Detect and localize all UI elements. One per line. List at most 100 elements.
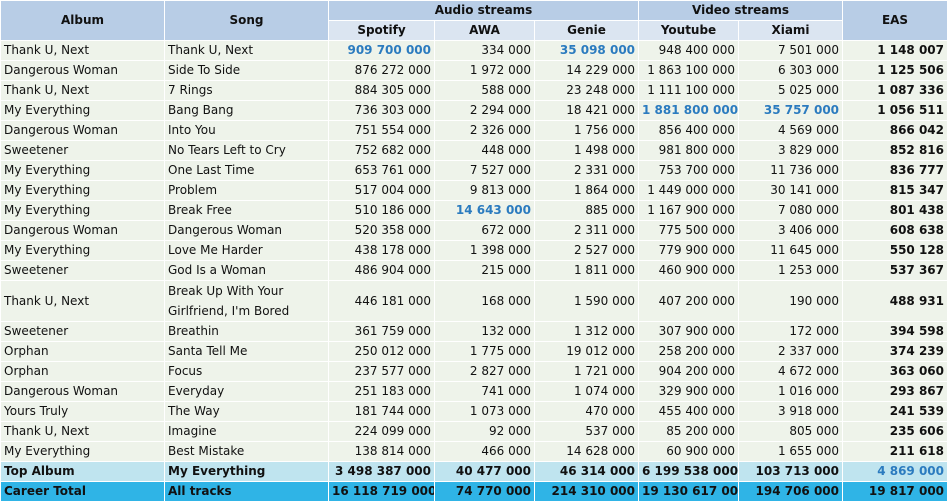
cell-eas: 1 056 511 [843, 101, 947, 121]
cell-spotify: 520 358 000 [329, 221, 435, 241]
cell-youtube: 329 900 000 [639, 382, 739, 402]
cell-xiami: 7 080 000 [739, 201, 843, 221]
cell-youtube: 1 863 100 000 [639, 61, 739, 81]
cell-eas: 866 042 [843, 121, 947, 141]
cell-genie: 1 864 000 [535, 181, 639, 201]
cell-youtube: 60 900 000 [639, 442, 739, 462]
cell-genie: 537 000 [535, 422, 639, 442]
cell-xiami: 7 501 000 [739, 41, 843, 61]
cell-awa: 1 972 000 [435, 61, 535, 81]
career-total-genie: 214 310 000 [535, 482, 639, 502]
career-total-youtube: 19 130 617 000 [639, 482, 739, 502]
cell-eas: 537 367 [843, 261, 947, 281]
cell-spotify: 752 682 000 [329, 141, 435, 161]
career-total-label: Career Total [1, 482, 165, 502]
career-total-row: Career Total All tracks 16 118 719 000 7… [1, 482, 947, 502]
cell-album: My Everything [1, 442, 165, 462]
cell-song: Problem [165, 181, 329, 201]
cell-spotify: 517 004 000 [329, 181, 435, 201]
cell-youtube: 1 167 900 000 [639, 201, 739, 221]
cell-eas: 235 606 [843, 422, 947, 442]
cell-awa: 1 398 000 [435, 241, 535, 261]
header-song: Song [165, 1, 329, 41]
cell-eas: 1 148 007 [843, 41, 947, 61]
cell-song: Imagine [165, 422, 329, 442]
cell-song: The Way [165, 402, 329, 422]
cell-eas: 241 539 [843, 402, 947, 422]
cell-xiami: 1 655 000 [739, 442, 843, 462]
cell-genie: 19 012 000 [535, 342, 639, 362]
cell-spotify: 251 183 000 [329, 382, 435, 402]
top-album-eas: 4 869 000 [843, 462, 947, 482]
cell-album: Thank U, Next [1, 422, 165, 442]
header-eas: EAS [843, 1, 947, 41]
cell-album: Thank U, Next [1, 41, 165, 61]
cell-youtube: 307 900 000 [639, 322, 739, 342]
cell-awa: 92 000 [435, 422, 535, 442]
career-total-song: All tracks [165, 482, 329, 502]
cell-awa: 588 000 [435, 81, 535, 101]
header-spotify: Spotify [329, 21, 435, 41]
cell-awa: 466 000 [435, 442, 535, 462]
cell-awa: 215 000 [435, 261, 535, 281]
cell-eas: 1 125 506 [843, 61, 947, 81]
cell-eas: 394 598 [843, 322, 947, 342]
cell-spotify: 361 759 000 [329, 322, 435, 342]
cell-xiami: 4 672 000 [739, 362, 843, 382]
cell-youtube: 455 400 000 [639, 402, 739, 422]
cell-awa: 741 000 [435, 382, 535, 402]
cell-eas: 836 777 [843, 161, 947, 181]
cell-youtube: 1 449 000 000 [639, 181, 739, 201]
cell-genie: 18 421 000 [535, 101, 639, 121]
cell-xiami: 35 757 000 [739, 101, 843, 121]
cell-awa: 448 000 [435, 141, 535, 161]
top-album-label: Top Album [1, 462, 165, 482]
cell-genie: 2 331 000 [535, 161, 639, 181]
cell-genie: 23 248 000 [535, 81, 639, 101]
cell-xiami: 11 645 000 [739, 241, 843, 261]
cell-album: Sweetener [1, 261, 165, 281]
cell-spotify: 181 744 000 [329, 402, 435, 422]
cell-youtube: 85 200 000 [639, 422, 739, 442]
cell-eas: 374 239 [843, 342, 947, 362]
cell-xiami: 1 253 000 [739, 261, 843, 281]
top-album-spotify: 3 498 387 000 [329, 462, 435, 482]
cell-xiami: 6 303 000 [739, 61, 843, 81]
cell-awa: 1 775 000 [435, 342, 535, 362]
cell-youtube: 904 200 000 [639, 362, 739, 382]
cell-album: Orphan [1, 362, 165, 382]
cell-eas: 488 931 [843, 281, 947, 322]
cell-xiami: 190 000 [739, 281, 843, 322]
cell-genie: 1 590 000 [535, 281, 639, 322]
cell-album: My Everything [1, 181, 165, 201]
cell-album: Yours Truly [1, 402, 165, 422]
cell-xiami: 11 736 000 [739, 161, 843, 181]
cell-spotify: 751 554 000 [329, 121, 435, 141]
cell-eas: 801 438 [843, 201, 947, 221]
cell-xiami: 172 000 [739, 322, 843, 342]
cell-genie: 885 000 [535, 201, 639, 221]
header-awa: AWA [435, 21, 535, 41]
cell-xiami: 3 918 000 [739, 402, 843, 422]
cell-youtube: 856 400 000 [639, 121, 739, 141]
cell-genie: 1 074 000 [535, 382, 639, 402]
cell-song: Best Mistake [165, 442, 329, 462]
cell-album: Orphan [1, 342, 165, 362]
header-video-streams: Video streams [639, 1, 843, 21]
cell-spotify: 438 178 000 [329, 241, 435, 261]
cell-youtube: 1 111 100 000 [639, 81, 739, 101]
cell-spotify: 446 181 000 [329, 281, 435, 322]
cell-album: My Everything [1, 241, 165, 261]
cell-awa: 168 000 [435, 281, 535, 322]
cell-eas: 608 638 [843, 221, 947, 241]
cell-awa: 7 527 000 [435, 161, 535, 181]
